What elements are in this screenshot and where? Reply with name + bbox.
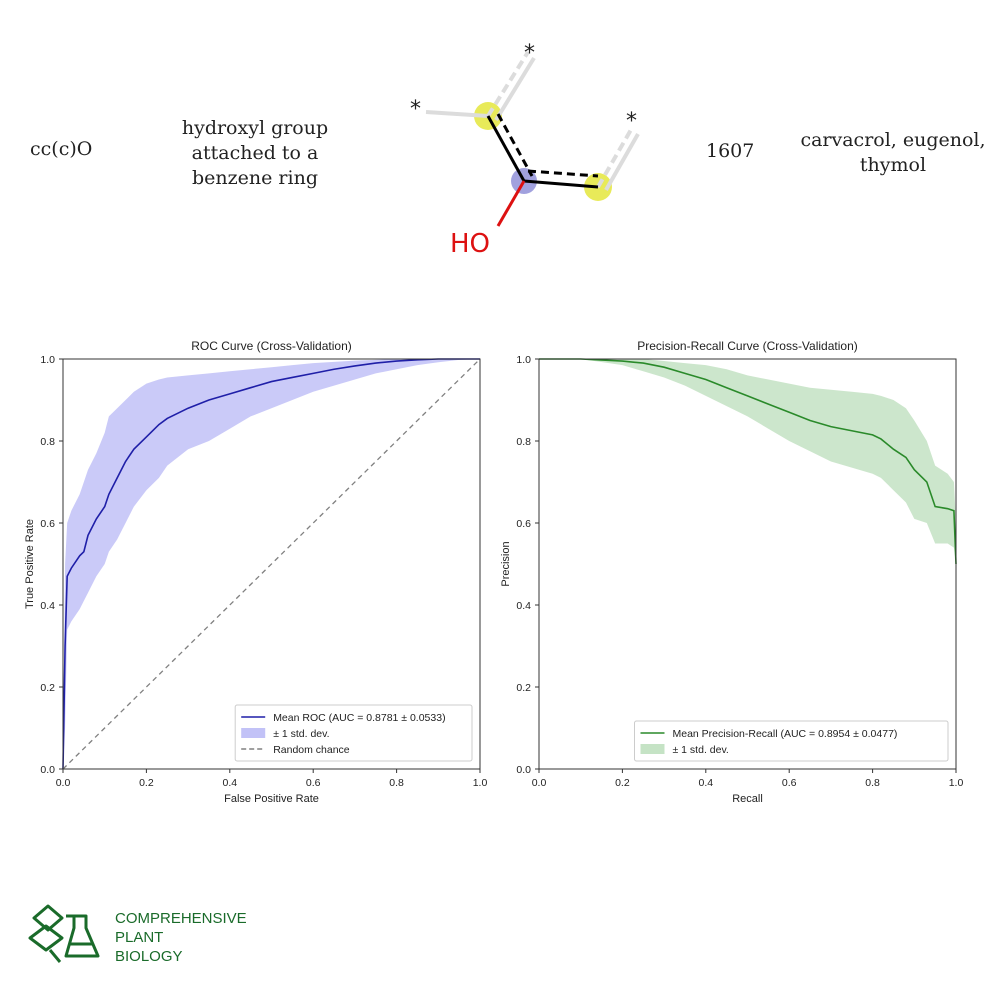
pr-xlabel: Recall — [732, 793, 763, 805]
roc-ytick-label: 0.4 — [40, 600, 55, 612]
logo-line-1: COMPREHENSIVE — [115, 910, 247, 927]
roc-legend-label: Mean ROC (AUC = 0.8781 ± 0.0533) — [273, 712, 445, 724]
smarts-pattern: cc(c)O — [30, 138, 93, 160]
logo-line-3: BIOLOGY — [115, 948, 183, 965]
pr-ytick-label: 0.6 — [516, 518, 531, 530]
bond-center-right-aromatic — [527, 169, 599, 178]
pr-xtick-label: 0.6 — [782, 777, 797, 789]
occurrence-count: 1607 — [706, 140, 755, 162]
roc-random-line — [62, 358, 481, 770]
pr-ytick-label: 0.2 — [516, 682, 531, 694]
journal-logo-text: COMPREHENSIVE PLANT BIOLOGY — [115, 909, 247, 966]
pr-ytick-label: 0.8 — [516, 436, 531, 448]
roc-xtick-label: 0.8 — [389, 777, 404, 789]
pr-legend-box — [634, 720, 949, 762]
wildcard-star-right: * — [626, 109, 637, 134]
roc-legend-swatch — [241, 728, 266, 738]
roc-mean-line — [62, 358, 480, 770]
group-description: hydroxyl group attached to a benzene rin… — [181, 117, 329, 189]
roc-ytick-label: 0.2 — [40, 682, 55, 694]
roc-title: ROC Curve (Cross-Validation) — [191, 339, 351, 353]
wildcard-bond-top-2 — [494, 56, 536, 122]
wildcard-bond-top — [486, 50, 530, 118]
pr-xtick-label: 0.4 — [698, 777, 713, 789]
bond-top-center-aromatic — [496, 113, 534, 177]
wildcard-star-left: * — [410, 97, 421, 122]
pr-std-band — [539, 359, 956, 564]
pr-ytick-label: 0.0 — [516, 764, 531, 776]
roc-chart: ROC Curve (Cross-Validation) 0.0 0.2 0.4 0.6… — [24, 339, 487, 805]
roc-xtick-label: 0.2 — [139, 777, 154, 789]
hydroxyl-label: HO — [450, 229, 490, 259]
precision-recall-chart: Precision-Recall Curve (Cross-Validation… — [500, 339, 963, 805]
roc-ytick-label: 0.0 — [40, 764, 55, 776]
logo-line-2: PLANT — [115, 929, 164, 946]
roc-std-band — [63, 359, 480, 769]
pr-ytick-label: 0.4 — [516, 600, 531, 612]
pr-legend-swatch — [640, 744, 665, 754]
pr-title: Precision-Recall Curve (Cross-Validation… — [637, 339, 858, 353]
pr-xtick-label: 0.0 — [532, 777, 547, 789]
roc-xtick-label: 0.4 — [222, 777, 237, 789]
roc-xtick-label: 1.0 — [473, 777, 488, 789]
pr-xtick-label: 0.8 — [865, 777, 880, 789]
roc-ylabel: True Positive Rate — [24, 519, 36, 609]
pr-legend-label: ± 1 std. dev. — [673, 744, 729, 756]
roc-legend-label: Random chance — [273, 744, 350, 756]
bond-hydroxyl — [496, 180, 526, 227]
pr-legend-label: Mean Precision-Recall (AUC = 0.8954 ± 0.… — [673, 728, 898, 740]
roc-xlabel: False Positive Rate — [224, 793, 319, 805]
pr-ylabel: Precision — [500, 541, 512, 586]
roc-ytick-label: 1.0 — [40, 354, 55, 366]
wildcard-bond-right-2 — [604, 133, 640, 191]
bond-top-center — [486, 115, 526, 182]
roc-plot-frame — [62, 358, 481, 770]
molecule-fragment-diagram: HO * * * — [410, 41, 640, 259]
example-compounds: carvacrol, eugenol, thymol — [800, 129, 986, 176]
pr-mean-line — [539, 358, 957, 565]
roc-xtick-label: 0.0 — [56, 777, 71, 789]
journal-logo-icon — [28, 904, 100, 963]
pr-ytick-label: 1.0 — [516, 354, 531, 366]
roc-ytick-label: 0.8 — [40, 436, 55, 448]
roc-xtick-label: 0.6 — [306, 777, 321, 789]
pr-xtick-label: 0.2 — [615, 777, 630, 789]
wildcard-star-top: * — [524, 41, 535, 66]
pr-plot-frame — [538, 358, 957, 770]
charts-panel: ROC Curve (Cross-Validation) 0.0 0.2 0.4 0.6… — [24, 339, 963, 805]
roc-legend-label: ± 1 std. dev. — [273, 728, 329, 740]
bond-center-right — [523, 179, 599, 189]
wildcard-bond-left — [425, 110, 489, 118]
roc-legend-box — [234, 704, 473, 762]
pr-xtick-label: 1.0 — [949, 777, 964, 789]
roc-ytick-label: 0.6 — [40, 518, 55, 530]
wildcard-bond-right — [596, 127, 634, 188]
